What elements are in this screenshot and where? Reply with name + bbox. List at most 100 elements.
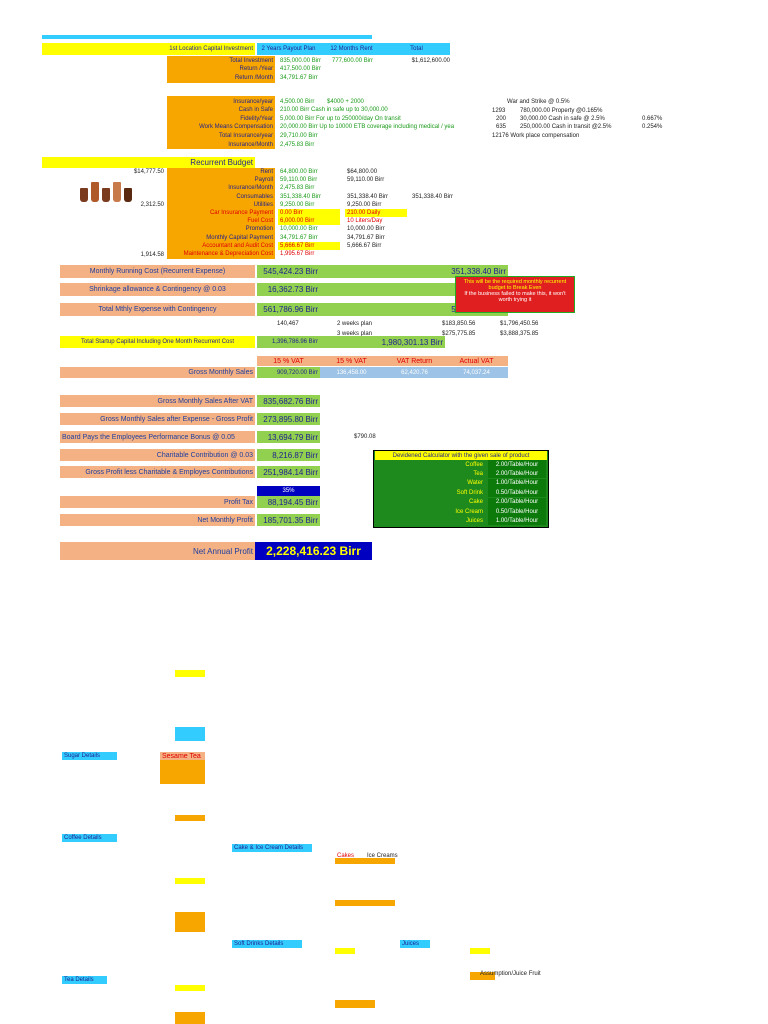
- row-label: Car Insurance Payment: [167, 209, 275, 218]
- detail-fill: [175, 734, 205, 741]
- summary-value: 1,396,786.96 Birr: [257, 336, 320, 348]
- detail-heading: Juices: [400, 940, 430, 948]
- detail-fill: [335, 948, 355, 954]
- product-name: Tea: [473, 470, 483, 477]
- summary-label: Monthly Running Cost (Recurrent Expense): [60, 265, 255, 278]
- side-note: 780,000.00 Property @0.165%: [520, 107, 603, 114]
- profit-value: 835,682.76 Birr: [257, 395, 320, 407]
- row-extra: 34,791.67 Birr: [347, 234, 385, 241]
- profit-label: Board Pays the Employees Performance Bon…: [60, 431, 255, 443]
- row-label: Accountant and Audit Cost: [167, 241, 275, 250]
- detail-fill: [175, 912, 205, 932]
- detail-heading: Tea Details: [62, 976, 107, 984]
- side-note: 30,000.00 Cash in safe @ 2.5%: [520, 115, 605, 122]
- row-value: 210.00 Birr Cash in safe up to 30,000.00: [280, 107, 388, 114]
- row-label: Rent: [167, 168, 275, 177]
- row-label: Consumables: [167, 192, 275, 201]
- vat-value: 62,420.76: [383, 367, 446, 378]
- tax-rate: 35%: [257, 486, 320, 496]
- row-value: 5,666.67 Birr: [278, 241, 340, 250]
- detail-fill: [335, 900, 395, 906]
- row-value: 64,800.00 Birr: [280, 169, 318, 176]
- row-label: Cash in Safe: [167, 105, 275, 115]
- vat-value: 136,458.00: [320, 367, 383, 378]
- row-value: 4,500.00 Birr: [280, 98, 315, 105]
- detail-fill: [470, 948, 490, 954]
- row-value: 5,000.00 Birr For up to 250000/day On tr…: [280, 115, 401, 122]
- plan-value: $275,775.85: [442, 331, 476, 337]
- row-label: Utilities: [167, 200, 275, 209]
- row-label: Total Investment: [167, 56, 275, 65]
- detail-fill: [470, 972, 495, 980]
- row-value: 34,791.67 Birr: [280, 74, 318, 81]
- row-label: Insurance/Month: [167, 184, 275, 193]
- summary-value: 351,338.40 Birr: [320, 265, 508, 278]
- vat-header: 15 % VAT: [320, 356, 383, 366]
- row-label: Monthly Capital Payment: [167, 233, 275, 242]
- product-name: Juices: [465, 517, 483, 524]
- row-label: Work Means Compensation: [167, 122, 275, 132]
- detail-fill: [175, 727, 205, 734]
- profit-value: 251,984.14 Birr: [257, 466, 320, 478]
- detail-heading: Assumption/Juice Fruit: [480, 971, 541, 977]
- breakeven-note: This will be the required monthly recurr…: [455, 276, 575, 313]
- summary-label: Shrinkage allowance & Contingency @ 0.03: [60, 283, 255, 296]
- row-extra: $64,800.00: [347, 169, 378, 176]
- vat-header: VAT Return: [383, 356, 446, 366]
- profit-value: 273,895.80 Birr: [257, 413, 320, 425]
- row-label: Fuel Cost: [167, 217, 275, 226]
- row-value: 0.00 Birr: [278, 209, 340, 218]
- row-label: Maintenance & Depreciation Cost: [167, 250, 275, 259]
- row-label: Return /Month: [167, 73, 275, 83]
- column-header: Total: [383, 43, 450, 55]
- cup-icon: [124, 188, 132, 202]
- vat-value: 909,720.00 Birr: [257, 367, 320, 378]
- row-label: Promotion: [167, 225, 275, 234]
- product-name: Cake: [468, 499, 483, 506]
- profit-label: Gross Monthly Sales after Expense - Gros…: [60, 413, 255, 425]
- row-label: Insurance/Month: [167, 140, 275, 149]
- detail-heading: Ice Creams: [367, 853, 398, 859]
- column-header: 12 Months Rent: [320, 43, 383, 55]
- row-value: 34,791.67 Birr: [280, 234, 318, 241]
- row-value: 29,710.00 Birr: [280, 132, 318, 139]
- breakeven-warning: If the business failed to make this, it …: [464, 291, 566, 303]
- row-value: 2,475.83 Birr: [280, 185, 315, 192]
- profit-label: Gross Monthly Sales After VAT: [60, 395, 255, 407]
- side-note: 12176 Work place compensation: [492, 132, 580, 139]
- side-note: 1293: [492, 107, 506, 114]
- product-name: Coffee: [465, 461, 483, 468]
- product-rate: 0.50/Table/Hour: [488, 488, 546, 498]
- side-note: 0.667%: [642, 115, 663, 122]
- product-rate: 1.00/Table/Hour: [488, 478, 546, 488]
- detail-fill: [175, 670, 205, 677]
- row-value: 9,250.00 Birr: [280, 201, 315, 208]
- cup-icon: [80, 188, 88, 202]
- note: $790.08: [354, 434, 376, 440]
- profit-label: Gross Profit less Charitable & Employes …: [60, 466, 255, 478]
- row-label: Fidelity/Year: [167, 114, 275, 124]
- section-title: 1st Location Capital Investment: [42, 43, 255, 55]
- plan-value: $1,796,450.56: [500, 321, 539, 327]
- dividend-title: Devidened Calculator with the given sale…: [375, 451, 547, 460]
- plan-value: $183,850.56: [442, 321, 476, 327]
- profit-label: Charitable Contribution @ 0.03: [60, 449, 255, 461]
- side-value: 2,312.50: [140, 202, 164, 208]
- row-value: 59,110.00 Birr: [280, 177, 318, 184]
- detail-fill: [175, 815, 205, 821]
- section-title: Recurrent Budget: [42, 157, 255, 168]
- cup-icon: [102, 188, 110, 202]
- side-note: War and Strike @ 0.5%: [507, 98, 570, 105]
- row-extra: 210.00 Daily: [345, 209, 407, 218]
- profit-value: 13,694.79 Birr: [257, 431, 320, 443]
- top-bar: [42, 35, 372, 39]
- row-label: Return /Year: [167, 64, 275, 74]
- summary-value: 1,980,301.13 Birr: [320, 336, 445, 348]
- row-value: 6,000.00 Birr: [278, 217, 340, 226]
- detail-fill: [175, 1012, 205, 1024]
- row-value: 417,500.00 Birr: [280, 66, 322, 73]
- detail-fill: [335, 858, 365, 864]
- vat-header: 15 % VAT: [257, 356, 320, 366]
- row-value: 2,475.83 Birr: [280, 141, 315, 148]
